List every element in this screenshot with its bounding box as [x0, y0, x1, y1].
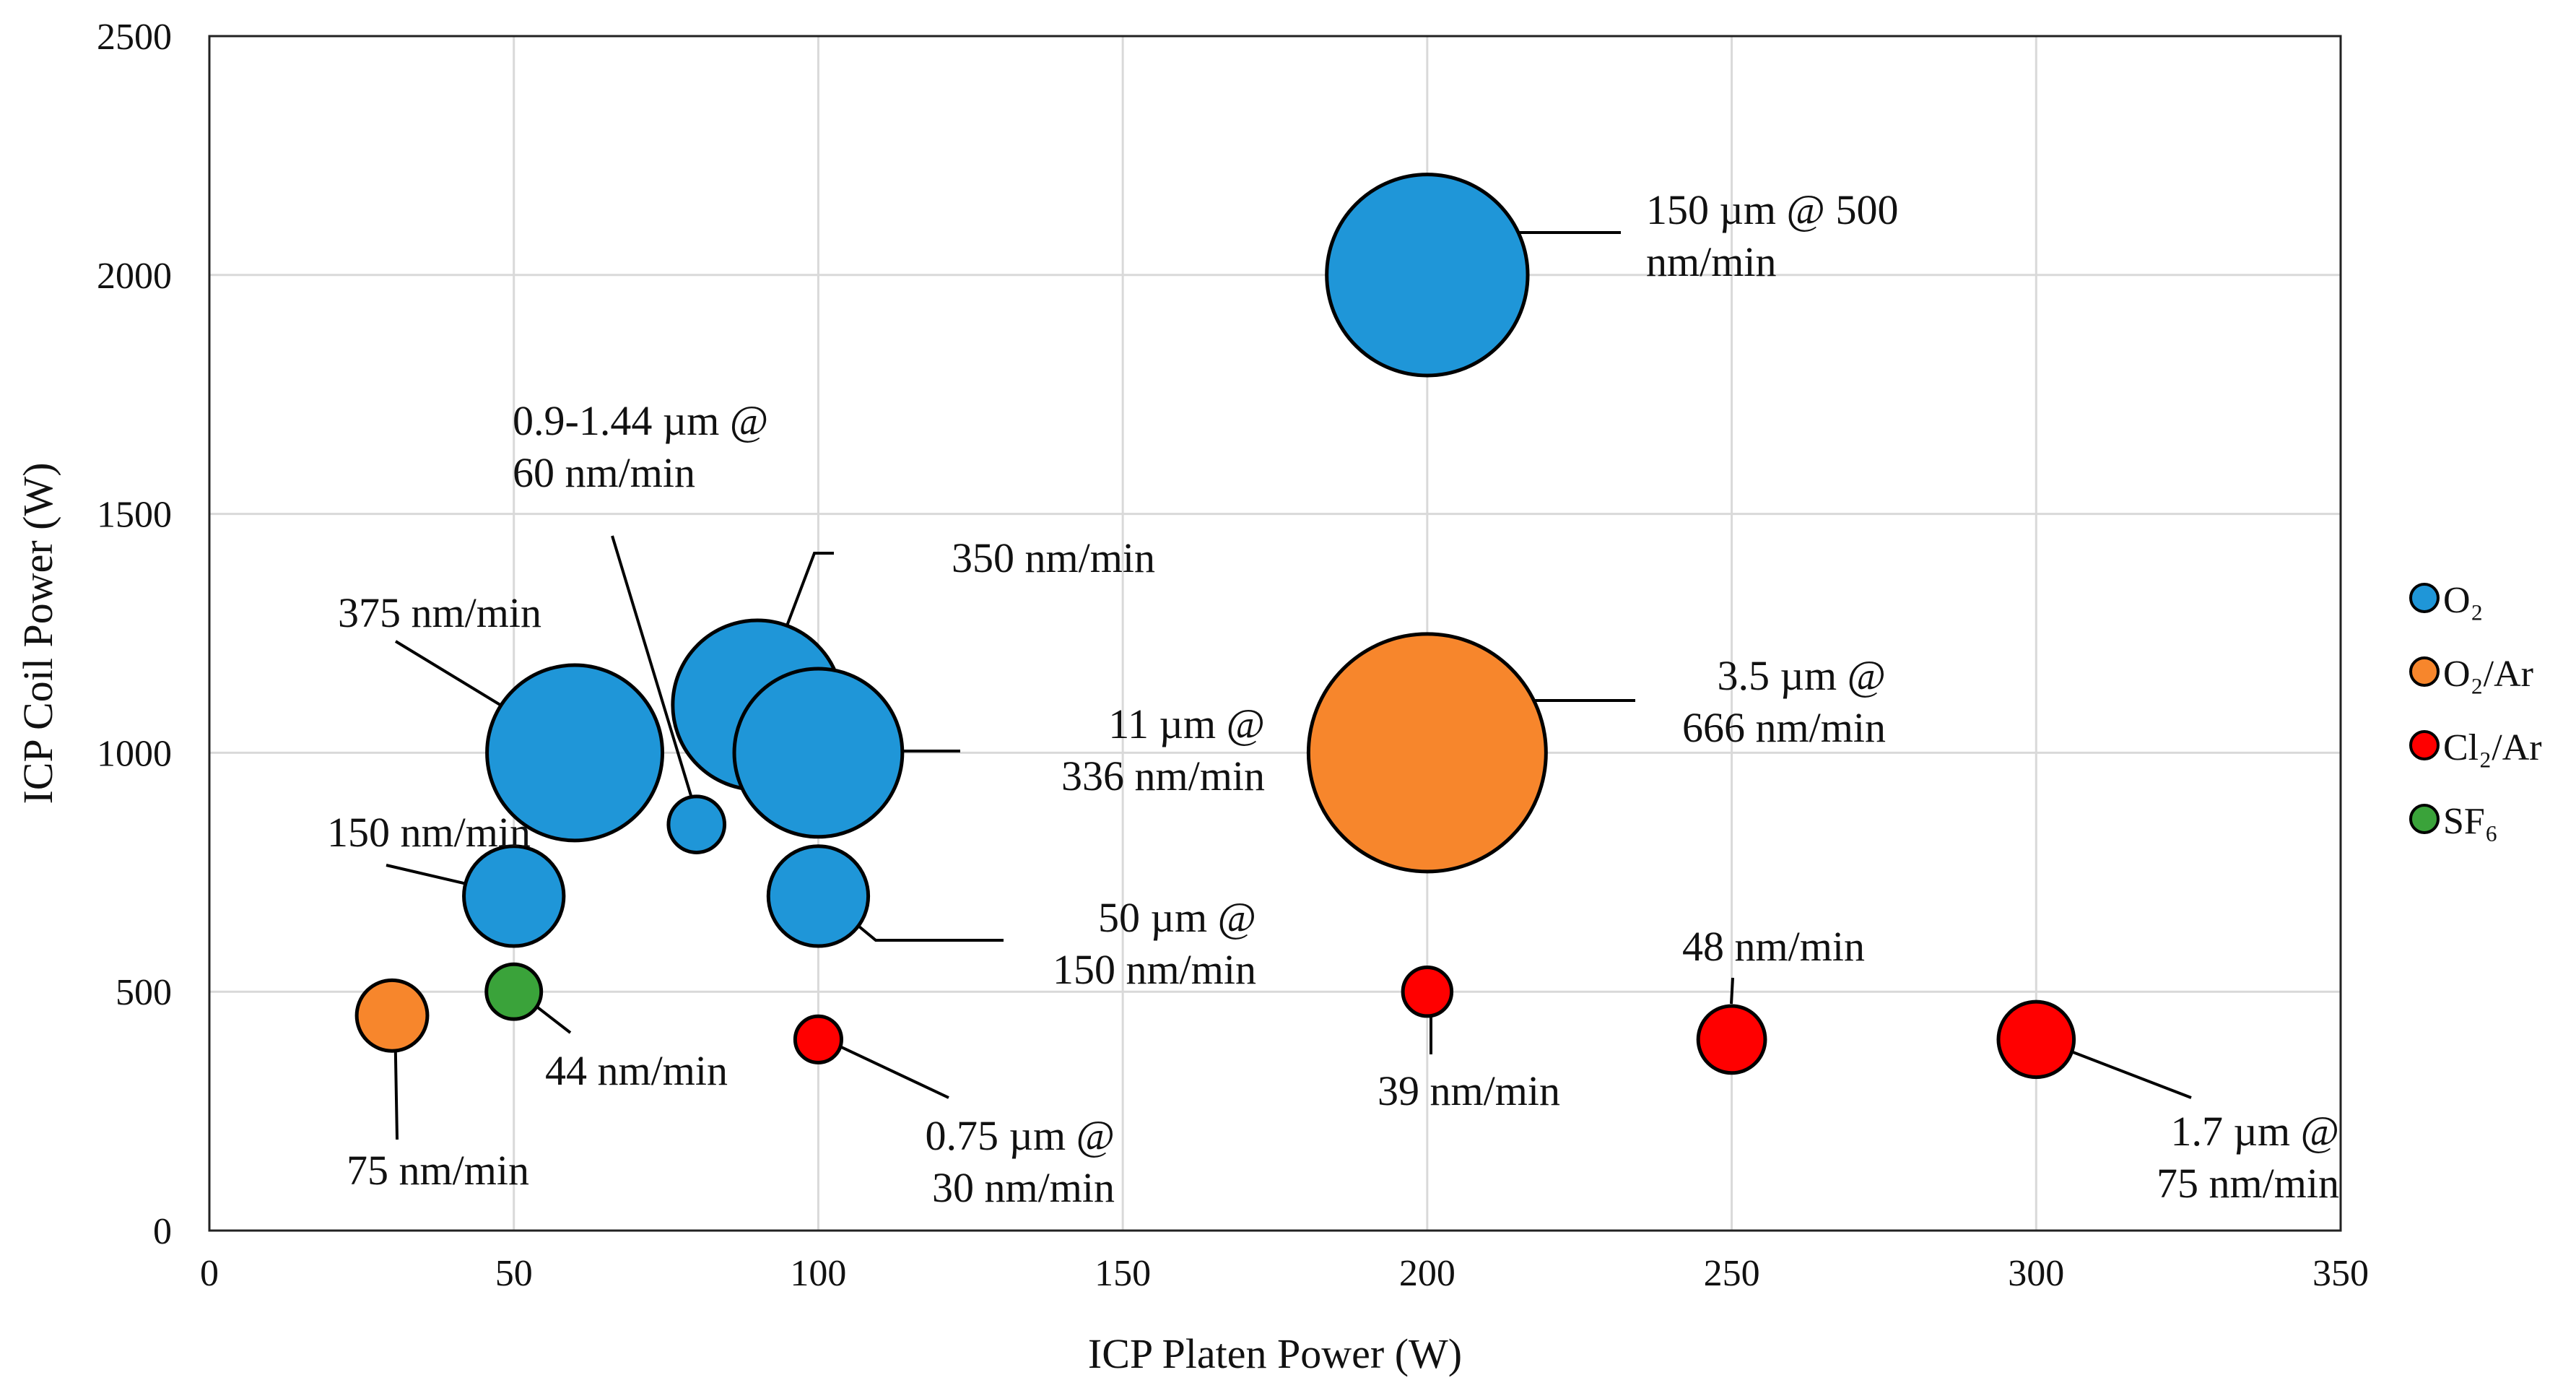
bubble-2-1	[793, 1014, 843, 1064]
leader-line	[611, 535, 700, 823]
legend-marker	[2409, 730, 2440, 760]
data-label: 0.75 µm @ 30 nm/min	[926, 1112, 1115, 1211]
x-tick-label: 100	[790, 1253, 846, 1294]
bubble-0-6	[766, 844, 871, 948]
x-tick-label: 50	[495, 1253, 533, 1294]
data-label-line: 39 nm/min	[1378, 1067, 1560, 1114]
data-label: 39 nm/min	[1378, 1067, 1560, 1114]
x-axis-title: ICP Platen Power (W)	[1088, 1330, 1462, 1377]
annotation-leaders	[386, 231, 2192, 1140]
bubble-1-0	[1306, 632, 1548, 874]
x-tick-label: 300	[2008, 1253, 2064, 1294]
axis-ticks: 0 50 100 150 200 250 300 350 0 500 1000 1500 2000 250…	[97, 17, 2369, 1294]
data-label: 11 µm @ 336 nm/min	[1061, 700, 1265, 799]
legend-label: SF₆	[2443, 801, 2498, 842]
bubble-2-0	[1401, 965, 1454, 1018]
legend-marker	[2409, 804, 2440, 834]
plot-area-frame	[208, 35, 2342, 1232]
data-label: 375 nm/min	[338, 589, 541, 636]
legend: O₂ O₂/Ar Cl₂/Ar SF₆	[2409, 580, 2542, 842]
bubble-3-0	[484, 962, 544, 1021]
data-label: 1.7 µm @ 75 nm/min	[2157, 1108, 2339, 1207]
data-label: 150 nm/min	[327, 809, 531, 856]
data-label-line: 350 nm/min	[952, 534, 1155, 581]
data-label-line: 666 nm/min	[1682, 704, 1886, 751]
x-tick-label: 200	[1399, 1253, 1455, 1294]
data-label-line: 48 nm/min	[1682, 923, 1865, 970]
y-axis-title: ICP Coil Power (W)	[14, 462, 61, 804]
x-tick-label: 0	[200, 1253, 219, 1294]
bubble-0-4	[666, 794, 727, 854]
y-tick-label: 0	[153, 1211, 172, 1252]
leader-line	[1730, 977, 1734, 1005]
bubble-0-1	[485, 663, 665, 843]
legend-marker	[2409, 583, 2440, 613]
x-tick-label: 250	[1704, 1253, 1760, 1294]
data-label-line: 150 nm/min	[1053, 946, 1256, 993]
data-label-line: 50 µm @	[1098, 894, 1256, 941]
data-label: 75 nm/min	[347, 1147, 529, 1194]
bubble-1-1	[354, 978, 430, 1053]
data-label: 44 nm/min	[545, 1047, 728, 1094]
data-label-line: 75 nm/min	[347, 1147, 529, 1194]
data-label-line: 60 nm/min	[513, 449, 695, 496]
data-label-line: 0.75 µm @	[926, 1112, 1115, 1159]
bubble-2-2	[1696, 1004, 1767, 1075]
data-label-line: 0.9-1.44 µm @	[513, 397, 768, 444]
data-label-line: 375 nm/min	[338, 589, 541, 636]
y-tick-label: 2500	[97, 17, 172, 58]
data-label-line: 150 µm @ 500	[1646, 186, 1898, 233]
data-label: 50 µm @ 150 nm/min	[1053, 894, 1256, 993]
data-label-line: 75 nm/min	[2157, 1160, 2339, 1207]
y-tick-label: 1500	[97, 495, 172, 536]
legend-label: Cl₂/Ar	[2443, 727, 2542, 768]
data-label-line: 3.5 µm @	[1718, 652, 1886, 699]
legend-label: O₂	[2443, 580, 2484, 621]
annotations: 150 µm @ 500 nm/min 375 nm/min 350 nm/min 11…	[327, 186, 2339, 1211]
legend-label: O₂/Ar	[2443, 654, 2533, 695]
y-tick-label: 1000	[97, 733, 172, 774]
data-label: 0.9-1.44 µm @ 60 nm/min	[513, 397, 768, 496]
bubble-0-5	[462, 844, 566, 948]
data-label-line: 30 nm/min	[932, 1164, 1115, 1211]
data-label: 48 nm/min	[1682, 923, 1865, 970]
bubble-0-3	[732, 667, 905, 839]
bubble-0-0	[1325, 173, 1530, 378]
data-label: 150 µm @ 500 nm/min	[1646, 186, 1898, 285]
data-label-line: nm/min	[1646, 238, 1776, 285]
bubbles	[354, 173, 2076, 1080]
data-label: 350 nm/min	[952, 534, 1155, 581]
data-label-line: 150 nm/min	[327, 809, 531, 856]
y-tick-label: 500	[116, 972, 172, 1013]
bubble-2-3	[1996, 999, 2076, 1080]
gridlines	[209, 36, 2341, 1231]
data-label: 3.5 µm @ 666 nm/min	[1682, 652, 1886, 751]
data-label-line: 11 µm @	[1108, 700, 1265, 747]
data-label-line: 1.7 µm @	[2171, 1108, 2339, 1155]
legend-marker	[2409, 656, 2440, 687]
x-tick-label: 350	[2312, 1253, 2369, 1294]
y-tick-label: 2000	[97, 256, 172, 297]
data-label-line: 336 nm/min	[1061, 752, 1265, 799]
leader-line	[822, 1037, 949, 1099]
data-label-line: 44 nm/min	[545, 1047, 728, 1094]
x-tick-label: 150	[1095, 1253, 1151, 1294]
